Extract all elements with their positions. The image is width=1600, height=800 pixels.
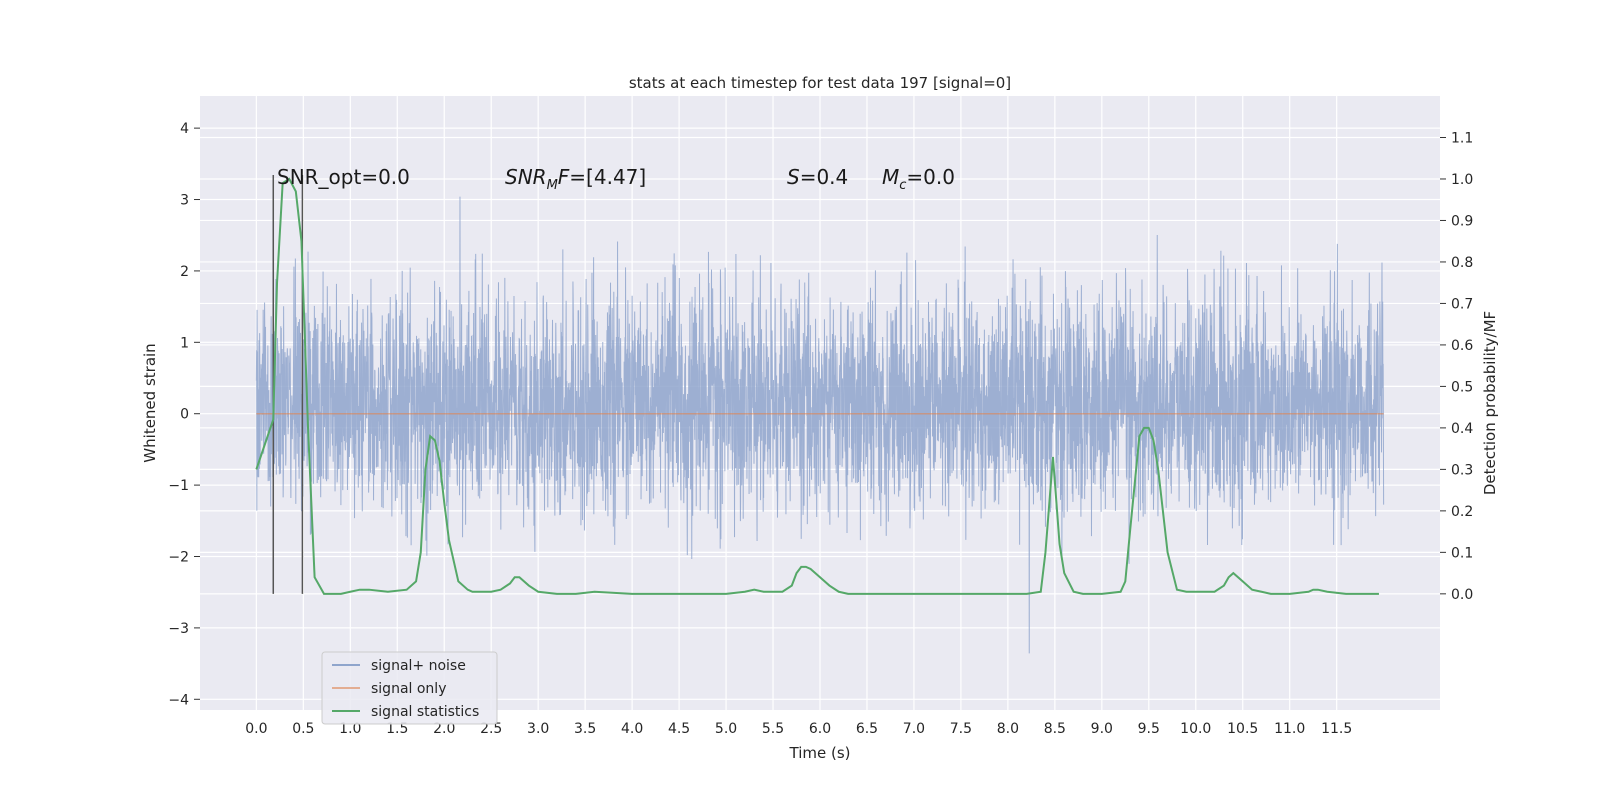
y-tick-label: −1 xyxy=(168,478,189,494)
y-tick-label: 3 xyxy=(180,193,189,209)
y2-axis-label: Detection probability/MF xyxy=(1481,311,1499,495)
x-tick-label: 0.5 xyxy=(292,721,314,737)
x-tick-label: 6.0 xyxy=(809,721,831,737)
legend-label-signal-only: signal only xyxy=(371,681,446,697)
legend-box xyxy=(321,651,498,725)
y-tick-label: −2 xyxy=(168,550,189,566)
x-axis-ticks: 0.0 0.5 1.0 1.5 2.0 2.5 3.0 3.5 4.0 4.5 5.0 5.5 6.0 6… xyxy=(245,721,1352,737)
y2-tick-label: 1.0 xyxy=(1451,172,1473,188)
y2-tick-label: 0.7 xyxy=(1451,296,1473,312)
annotation-snr-mf-value: =[4.47] xyxy=(569,165,646,189)
x-tick-label: 11.5 xyxy=(1321,721,1352,737)
annotation-s-value: =0.4 xyxy=(800,165,849,189)
x-tick-label: 5.5 xyxy=(762,721,784,737)
annotation-mc-sub: c xyxy=(899,178,906,193)
annotations: SNR_opt=0.0 SNRMF=[4.47] S=0.4 Mc=0.0 xyxy=(277,165,955,193)
x-tick-label: 9.5 xyxy=(1138,721,1160,737)
y-tick-label: 0 xyxy=(180,407,189,423)
x-tick-label: 1.0 xyxy=(339,721,361,737)
x-tick-label: 4.5 xyxy=(668,721,690,737)
annotation-mc-value: =0.0 xyxy=(906,165,955,189)
y2-axis-ticks: 1.1 1.0 0.9 0.8 0.7 0.6 0.5 0.4 0.3 0.2 0.1 0.0 xyxy=(1440,130,1473,603)
y-axis-label: Whitened strain xyxy=(141,343,159,462)
series-signal-plus-noise xyxy=(255,196,1385,654)
x-tick-label: 2.5 xyxy=(480,721,502,737)
annotation-s-symbol: S xyxy=(787,165,800,189)
y2-tick-label: 0.9 xyxy=(1451,213,1473,229)
legend-label-statistics: signal statistics xyxy=(371,704,479,720)
y-axis-ticks: 4 3 2 1 0 −1 −2 −3 −4 xyxy=(168,121,200,708)
x-axis-label: Time (s) xyxy=(789,744,851,762)
statistics-line xyxy=(255,177,1379,595)
annotation-s: S=0.4 xyxy=(787,165,848,189)
y-tick-label: −4 xyxy=(168,692,189,708)
y2-tick-label: 0.8 xyxy=(1451,255,1473,271)
x-tick-label: 9.0 xyxy=(1091,721,1113,737)
legend-label-noise: signal+ noise xyxy=(371,658,466,674)
annotation-snr-mf-sub: M xyxy=(547,178,558,193)
x-tick-label: 10.0 xyxy=(1180,721,1211,737)
annotation-snr-mf: SNRMF=[4.47] xyxy=(505,165,646,193)
x-tick-label: 11.0 xyxy=(1274,721,1305,737)
y2-tick-label: 0.0 xyxy=(1451,587,1473,603)
y-tick-label: −3 xyxy=(168,621,189,637)
series-signal-statistics xyxy=(255,177,1379,595)
y2-tick-label: 0.5 xyxy=(1451,379,1473,395)
y2-tick-label: 0.4 xyxy=(1451,421,1473,437)
noise-trace xyxy=(255,196,1385,654)
x-tick-label: 8.5 xyxy=(1044,721,1066,737)
y-tick-label: 4 xyxy=(180,121,189,137)
legend: signal+ noise signal only signal statist… xyxy=(321,651,498,725)
x-tick-label: 5.0 xyxy=(715,721,737,737)
y-tick-label: 2 xyxy=(180,264,189,280)
x-tick-label: 10.5 xyxy=(1227,721,1258,737)
x-tick-label: 7.5 xyxy=(950,721,972,737)
annotation-snr-opt-text: SNR_opt=0.0 xyxy=(277,165,410,189)
y2-tick-label: 0.3 xyxy=(1451,462,1473,478)
x-tick-label: 3.0 xyxy=(527,721,549,737)
x-tick-label: 2.0 xyxy=(433,721,455,737)
x-tick-label: 0.0 xyxy=(245,721,267,737)
y-tick-label: 1 xyxy=(180,335,189,351)
x-tick-label: 4.0 xyxy=(621,721,643,737)
annotation-mc: Mc=0.0 xyxy=(882,165,955,193)
annotation-snr-mf-rest: F xyxy=(558,165,570,189)
x-tick-label: 8.0 xyxy=(997,721,1019,737)
chart-title: stats at each timestep for test data 197… xyxy=(629,74,1011,92)
y2-tick-label: 0.1 xyxy=(1451,545,1473,561)
y2-tick-label: 0.6 xyxy=(1451,338,1473,354)
x-tick-label: 7.0 xyxy=(903,721,925,737)
x-tick-label: 1.5 xyxy=(386,721,408,737)
y2-tick-label: 0.2 xyxy=(1451,504,1473,520)
y2-tick-label: 1.1 xyxy=(1451,130,1473,146)
x-tick-label: 6.5 xyxy=(856,721,878,737)
annotation-snr-opt: SNR_opt=0.0 xyxy=(277,165,410,189)
x-tick-label: 3.5 xyxy=(574,721,596,737)
annotation-mc-symbol: M xyxy=(882,165,899,189)
